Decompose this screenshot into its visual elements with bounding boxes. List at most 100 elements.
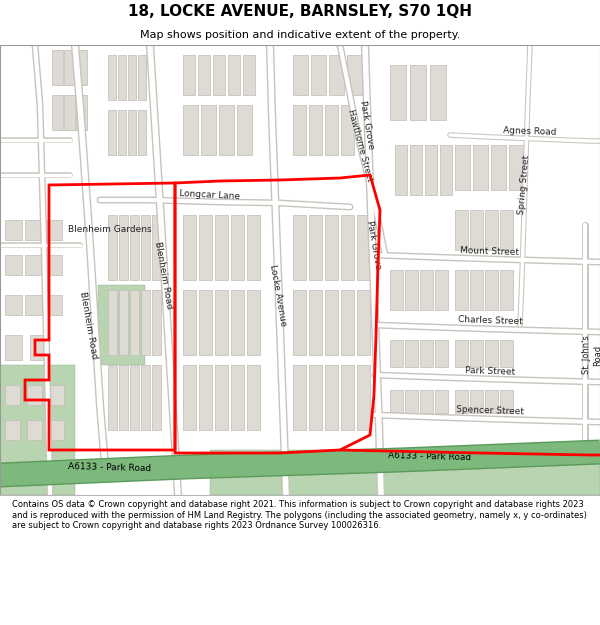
Polygon shape — [183, 105, 198, 155]
Text: Blenheim Road: Blenheim Road — [152, 241, 173, 309]
Polygon shape — [5, 335, 22, 360]
Polygon shape — [27, 420, 42, 440]
Text: Map shows position and indicative extent of the property.: Map shows position and indicative extent… — [140, 30, 460, 40]
Text: Contains OS data © Crown copyright and database right 2021. This information is : Contains OS data © Crown copyright and d… — [12, 500, 587, 530]
Polygon shape — [76, 50, 87, 85]
Polygon shape — [347, 55, 362, 95]
Polygon shape — [183, 290, 196, 355]
Text: Longcar Lane: Longcar Lane — [179, 189, 241, 201]
Polygon shape — [213, 55, 225, 95]
Polygon shape — [231, 290, 244, 355]
Polygon shape — [341, 365, 354, 430]
Polygon shape — [130, 290, 139, 355]
Polygon shape — [485, 270, 498, 310]
Polygon shape — [390, 65, 406, 120]
Polygon shape — [219, 105, 234, 155]
Polygon shape — [405, 340, 418, 367]
Polygon shape — [119, 365, 128, 430]
Polygon shape — [309, 215, 322, 280]
Polygon shape — [152, 290, 161, 355]
Polygon shape — [64, 95, 75, 130]
Polygon shape — [108, 365, 117, 430]
Text: Park Grove: Park Grove — [358, 100, 376, 150]
Polygon shape — [25, 220, 42, 240]
Polygon shape — [390, 270, 403, 310]
Polygon shape — [25, 295, 42, 315]
Polygon shape — [325, 290, 338, 355]
Polygon shape — [201, 105, 216, 155]
Polygon shape — [440, 145, 452, 195]
Polygon shape — [215, 290, 228, 355]
Polygon shape — [128, 55, 136, 100]
Text: Blenheim Gardens: Blenheim Gardens — [68, 226, 152, 234]
Polygon shape — [130, 215, 139, 280]
Text: Locke Avenue: Locke Avenue — [268, 264, 288, 326]
Polygon shape — [49, 420, 64, 440]
Polygon shape — [341, 290, 354, 355]
Polygon shape — [500, 340, 513, 367]
Polygon shape — [455, 390, 468, 413]
Polygon shape — [130, 365, 139, 430]
Polygon shape — [199, 365, 212, 430]
Polygon shape — [293, 55, 308, 95]
Polygon shape — [98, 285, 145, 365]
Polygon shape — [128, 110, 136, 155]
Polygon shape — [243, 55, 255, 95]
Polygon shape — [108, 290, 117, 355]
Polygon shape — [420, 340, 433, 367]
Polygon shape — [405, 390, 418, 413]
Polygon shape — [152, 365, 161, 430]
Polygon shape — [138, 110, 146, 155]
Polygon shape — [500, 270, 513, 310]
Polygon shape — [247, 290, 260, 355]
Polygon shape — [5, 385, 20, 405]
Polygon shape — [138, 55, 146, 100]
Polygon shape — [76, 95, 87, 130]
Polygon shape — [420, 390, 433, 413]
Polygon shape — [435, 340, 448, 367]
Polygon shape — [485, 210, 498, 250]
Polygon shape — [231, 365, 244, 430]
Polygon shape — [485, 390, 498, 413]
Polygon shape — [470, 210, 483, 250]
Polygon shape — [325, 365, 338, 430]
Polygon shape — [435, 390, 448, 413]
Polygon shape — [500, 390, 513, 413]
Polygon shape — [473, 145, 488, 190]
Polygon shape — [183, 215, 196, 280]
Polygon shape — [228, 55, 240, 95]
Polygon shape — [311, 55, 326, 95]
Polygon shape — [390, 390, 403, 413]
Polygon shape — [485, 340, 498, 367]
Polygon shape — [0, 365, 75, 495]
Polygon shape — [49, 385, 64, 405]
Text: Mount Street: Mount Street — [460, 246, 520, 258]
Polygon shape — [210, 450, 600, 495]
Text: Park Grove: Park Grove — [365, 220, 383, 270]
Polygon shape — [357, 290, 370, 355]
Polygon shape — [309, 105, 322, 155]
Polygon shape — [108, 215, 117, 280]
Polygon shape — [5, 255, 22, 275]
Polygon shape — [141, 215, 150, 280]
Polygon shape — [455, 340, 468, 367]
Polygon shape — [325, 215, 338, 280]
Polygon shape — [491, 145, 506, 190]
Polygon shape — [405, 270, 418, 310]
Polygon shape — [293, 365, 306, 430]
Polygon shape — [390, 340, 403, 367]
Polygon shape — [64, 50, 75, 85]
Polygon shape — [52, 50, 63, 85]
Polygon shape — [45, 220, 62, 240]
Polygon shape — [199, 290, 212, 355]
Polygon shape — [325, 105, 338, 155]
Polygon shape — [5, 295, 22, 315]
Text: Agnes Road: Agnes Road — [503, 126, 557, 136]
Polygon shape — [45, 255, 62, 275]
Polygon shape — [425, 145, 437, 195]
Polygon shape — [410, 145, 422, 195]
Polygon shape — [231, 215, 244, 280]
Polygon shape — [357, 365, 370, 430]
Polygon shape — [395, 145, 407, 195]
Text: Park Street: Park Street — [465, 366, 515, 376]
